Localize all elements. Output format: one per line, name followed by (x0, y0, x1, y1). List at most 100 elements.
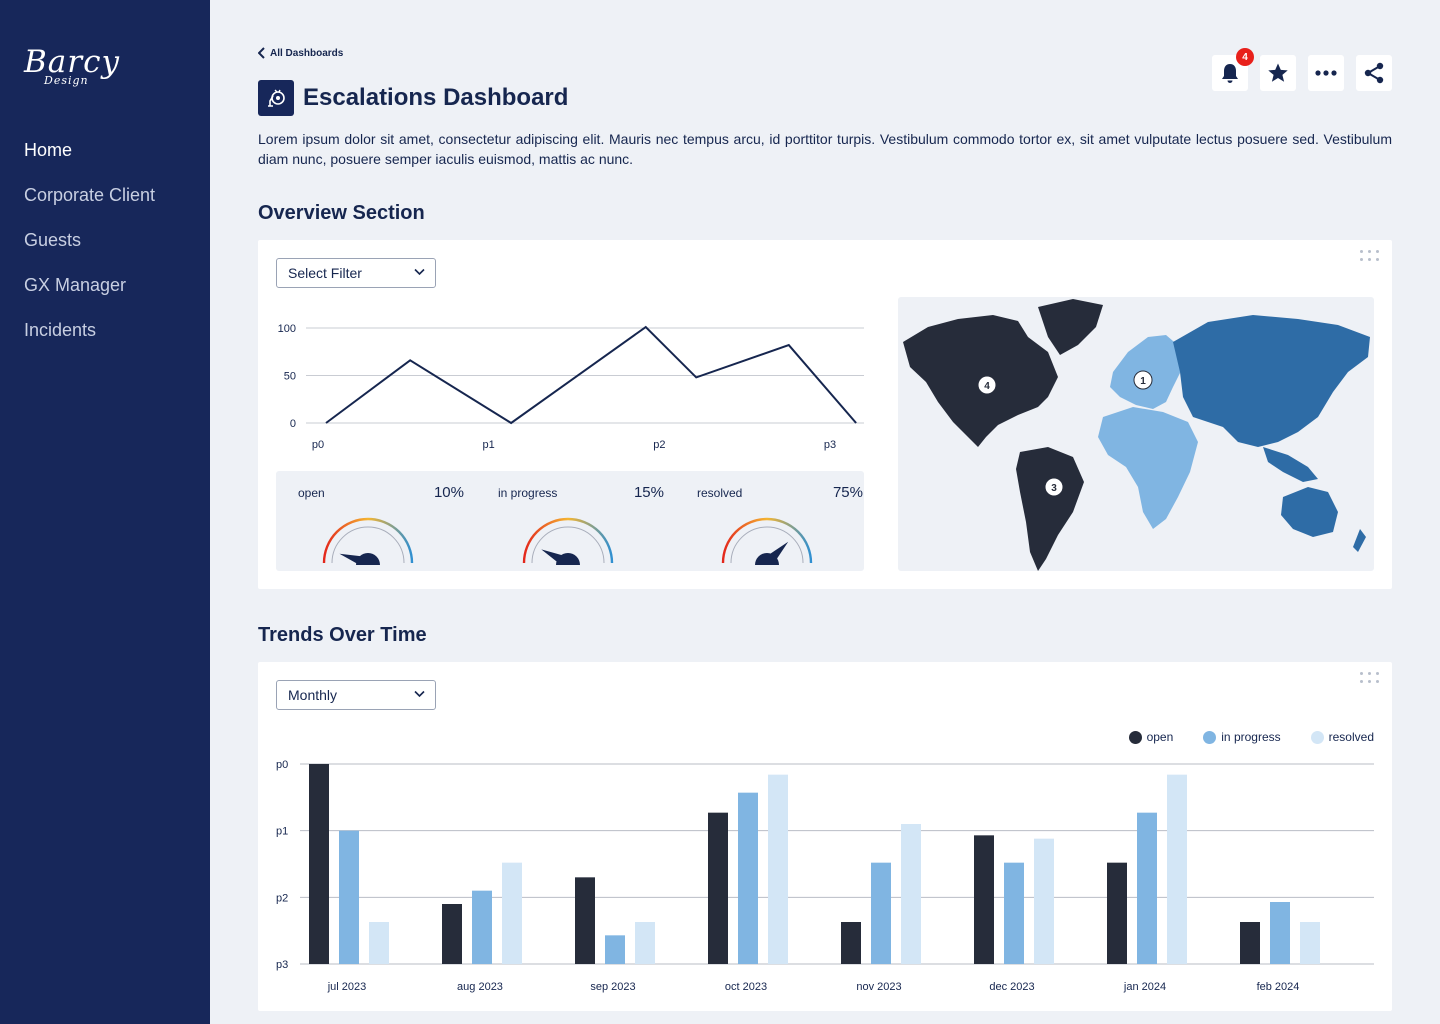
map-region-new-zealand (1353, 529, 1366, 552)
share-button[interactable] (1356, 55, 1392, 91)
bar-open[interactable] (1240, 922, 1260, 964)
gauge-arc (721, 517, 813, 564)
bar-in-progress[interactable] (1004, 862, 1024, 964)
bar-in-progress[interactable] (738, 792, 758, 964)
x-tick-label: aug 2023 (457, 981, 503, 993)
share-icon (1364, 62, 1384, 84)
bar-in-progress[interactable] (1137, 812, 1157, 964)
overview-card: Select Filter 0 50 100 p0 p1 p2 p3 open 10% in… (258, 240, 1392, 589)
bar-open[interactable] (575, 877, 595, 964)
gauge-hub (755, 553, 779, 565)
bar-open[interactable] (841, 922, 861, 964)
more-icon (1315, 70, 1337, 76)
bar-in-progress[interactable] (871, 862, 891, 964)
sidebar-item-corporate-client[interactable]: Corporate Client (24, 185, 156, 205)
y-tick-label: 100 (278, 323, 296, 335)
map-marker[interactable]: 3 (1044, 477, 1064, 497)
brand-name: Barcy (24, 44, 120, 80)
gauge-label: in progress (498, 486, 558, 500)
notifications-button[interactable]: 4 (1212, 48, 1254, 91)
bar-resolved[interactable] (1167, 774, 1187, 964)
bar-open[interactable] (442, 904, 462, 964)
star-icon (1268, 63, 1288, 82)
legend-dot (1203, 730, 1217, 744)
bar-open[interactable] (1107, 862, 1127, 964)
favorite-button[interactable] (1260, 55, 1296, 91)
gauge-label: open (298, 486, 325, 500)
gauge-label: resolved (697, 486, 743, 500)
chevron-down-icon (414, 268, 425, 276)
gauge-hub (356, 553, 380, 565)
bar-resolved[interactable] (1034, 838, 1054, 964)
gauge-arc (322, 517, 414, 564)
sidebar-item-gx-manager[interactable]: GX Manager (24, 275, 127, 295)
bar-open[interactable] (708, 812, 728, 964)
bar-open[interactable] (309, 764, 329, 964)
bar-resolved[interactable] (635, 922, 655, 964)
bar-resolved[interactable] (768, 774, 788, 964)
gauge-inner-arc (730, 526, 804, 564)
status-gauges: open 10% in progress 15% resolved 75% (276, 471, 864, 571)
bar-resolved[interactable] (1300, 922, 1320, 964)
overview-filter-select[interactable]: Select Filter (276, 258, 436, 288)
bar-in-progress[interactable] (605, 935, 625, 964)
gauge-dial (721, 517, 813, 565)
bar-chart: p0 p1 p2 p3 jul 2023 aug 2023 sep 2023 oct 2023… (276, 759, 1374, 993)
map-region-africa (1098, 407, 1198, 529)
map-region-asia (1173, 315, 1370, 447)
drag-handle-icon[interactable] (1360, 250, 1380, 264)
trends-card: Monthly open in progress resolved p0 p1 p2… (258, 662, 1392, 1011)
x-tick-label: feb 2024 (1257, 981, 1300, 993)
more-options-button[interactable] (1308, 55, 1344, 91)
drag-handle-icon[interactable] (1360, 672, 1380, 686)
brand-sub: Design (44, 74, 89, 87)
x-tick-label: p0 (312, 439, 324, 451)
map-region-greenland (1038, 299, 1103, 355)
x-tick-label: dec 2023 (989, 981, 1034, 993)
overview-section-title: Overview Section (258, 202, 425, 224)
gauge-open: open 10% (294, 471, 464, 571)
y-tick-label: 0 (290, 418, 296, 430)
world-map[interactable]: 4 1 3 (898, 297, 1374, 571)
legend-item-resolved[interactable]: resolved (1310, 730, 1374, 744)
gauge-in-progress: in progress 15% (494, 471, 664, 571)
trends-period-select[interactable]: Monthly (276, 680, 436, 710)
bar-in-progress[interactable] (339, 830, 359, 964)
page-header: Escalations Dashboard (258, 80, 568, 116)
gauge-arc (522, 517, 614, 564)
gauge-dial (522, 517, 614, 565)
bar-resolved[interactable] (369, 922, 389, 964)
sidebar: Barcy Design Home Corporate Client Guest… (0, 0, 210, 1024)
bell-icon (1222, 64, 1238, 83)
notification-badge: 4 (1236, 48, 1254, 66)
breadcrumb[interactable]: All Dashboards (258, 47, 343, 59)
sidebar-item-home[interactable]: Home (24, 140, 73, 160)
bar-in-progress[interactable] (472, 890, 492, 964)
legend-item-in-progress[interactable]: in progress (1203, 730, 1281, 744)
chart-legend: open in progress resolved (1128, 730, 1374, 744)
dashboard-icon (258, 80, 294, 116)
y-tick-label: p3 (276, 959, 288, 971)
y-tick-label: p0 (276, 759, 288, 771)
legend-label: in progress (1221, 730, 1281, 744)
header-actions: 4 (1212, 48, 1392, 91)
bar-resolved[interactable] (502, 862, 522, 964)
sidebar-nav: Home Corporate Client Guests GX Manager … (24, 138, 155, 363)
map-marker[interactable]: 1 (1133, 370, 1153, 390)
line-chart: 0 50 100 p0 p1 p2 p3 (278, 323, 864, 451)
x-tick-label: jul 2023 (327, 981, 367, 993)
gauge-resolved: resolved 75% (693, 471, 863, 571)
x-tick-label: sep 2023 (590, 981, 635, 993)
bar-resolved[interactable] (901, 824, 921, 964)
brand-logo[interactable]: Barcy Design (24, 44, 144, 94)
bar-in-progress[interactable] (1270, 902, 1290, 964)
gauge-inner-arc (331, 526, 405, 564)
sidebar-item-guests[interactable]: Guests (24, 230, 82, 250)
legend-label: open (1146, 730, 1174, 744)
page-title: Escalations Dashboard (303, 84, 569, 111)
x-tick-label: nov 2023 (856, 981, 901, 993)
legend-item-open[interactable]: open (1128, 730, 1174, 744)
map-marker[interactable]: 4 (977, 375, 997, 395)
bar-open[interactable] (974, 835, 994, 964)
sidebar-item-incidents[interactable]: Incidents (24, 320, 97, 340)
